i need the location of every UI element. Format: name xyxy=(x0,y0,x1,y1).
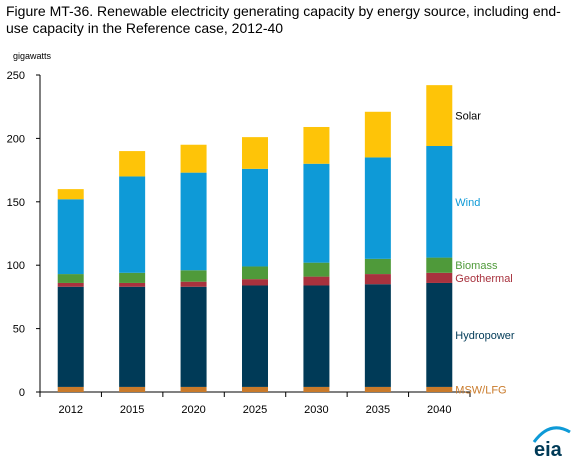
bar-segment-biomass xyxy=(364,258,391,275)
y-axis-units-label: gigawatts xyxy=(13,51,52,61)
bar-segment-geothermal xyxy=(119,282,146,287)
bar-segment-geothermal xyxy=(364,274,391,285)
bar-segment-wind xyxy=(426,146,453,258)
bar-segment-msw-lfg xyxy=(180,386,207,392)
bar-segment-hydropower xyxy=(119,286,146,387)
bar-segment-solar xyxy=(364,111,391,158)
bar-segment-wind xyxy=(119,176,146,273)
eia-logo: eia xyxy=(532,426,571,461)
bar-segment-hydropower xyxy=(180,286,207,387)
x-tick-label: 2020 xyxy=(181,404,205,416)
y-tick-label: 150 xyxy=(7,197,25,209)
x-tick-label: 2030 xyxy=(304,404,328,416)
bar-segment-msw-lfg xyxy=(426,386,453,392)
bar-segment-geothermal xyxy=(242,279,268,286)
bar-segment-solar xyxy=(242,137,268,169)
bar-segment-solar xyxy=(57,189,84,200)
bar-segment-hydropower xyxy=(242,285,268,387)
y-tick-label: 200 xyxy=(7,133,25,145)
bar-segment-biomass xyxy=(303,262,330,277)
bar-segment-solar xyxy=(180,144,207,173)
bar-segment-geothermal xyxy=(180,281,207,287)
bar-segment-wind xyxy=(242,168,268,267)
bar-segment-solar xyxy=(119,151,146,177)
x-tick-label: 2035 xyxy=(366,404,390,416)
bar-segment-solar xyxy=(303,126,330,164)
bar-segment-biomass xyxy=(180,270,207,282)
x-tick-label: 2012 xyxy=(58,404,82,416)
bar-segment-wind xyxy=(303,163,330,263)
series-label-solar: Solar xyxy=(455,111,481,123)
y-tick-label: 0 xyxy=(19,387,25,399)
eia-logo-text: eia xyxy=(534,439,563,461)
bar-segment-biomass xyxy=(426,257,453,273)
bar-segment-msw-lfg xyxy=(57,386,84,392)
bar-segment-wind xyxy=(364,157,391,259)
bar-segment-geothermal xyxy=(426,272,453,283)
chart-title: Figure MT-36. Renewable electricity gene… xyxy=(6,3,561,36)
y-tick-label: 250 xyxy=(7,70,25,82)
bar-segment-wind xyxy=(180,172,207,271)
bar-segment-hydropower xyxy=(364,284,391,387)
bar-segment-hydropower xyxy=(426,282,453,387)
bar-segment-wind xyxy=(57,199,84,275)
eia-logo-arc xyxy=(532,426,571,443)
x-tick-label: 2025 xyxy=(243,404,267,416)
bar-segment-solar xyxy=(426,85,453,147)
bar-segment-biomass xyxy=(57,274,84,283)
bar-segment-geothermal xyxy=(57,282,84,287)
y-tick-label: 50 xyxy=(13,324,25,336)
bar-segment-biomass xyxy=(242,266,268,280)
bar-segment-msw-lfg xyxy=(364,386,391,392)
bar-segment-msw-lfg xyxy=(303,386,330,392)
y-tick-label: 100 xyxy=(7,260,25,272)
series-label-biomass: Biomass xyxy=(455,260,498,272)
series-label-wind: Wind xyxy=(455,197,480,209)
series-label-geothermal: Geothermal xyxy=(455,273,512,285)
bar-segment-hydropower xyxy=(57,286,84,387)
x-tick-label: 2040 xyxy=(427,404,451,416)
series-label-hydropower: Hydropower xyxy=(455,330,515,342)
bar-segment-msw-lfg xyxy=(119,386,146,392)
bar-segment-hydropower xyxy=(303,285,330,387)
bar-segment-geothermal xyxy=(303,276,330,286)
x-tick-label: 2015 xyxy=(120,404,144,416)
bar-segment-biomass xyxy=(119,272,146,283)
bar-segment-msw-lfg xyxy=(242,386,268,392)
series-label-msw-lfg: MSW/LFG xyxy=(455,384,506,396)
